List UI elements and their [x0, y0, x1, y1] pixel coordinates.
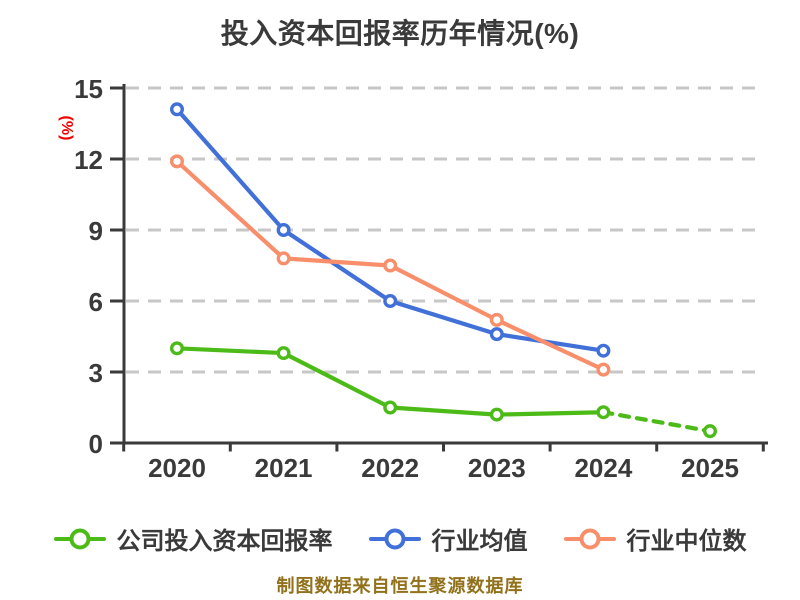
x-tick-label-2025: 2025	[681, 453, 739, 483]
x-tick-label-2024: 2024	[574, 453, 632, 483]
legend-line-marker	[563, 528, 616, 549]
legend-label-industry-average: 行业均值	[431, 528, 528, 555]
point-industry-median-2024	[596, 362, 611, 377]
legend-item-company-roic[interactable]: 公司投入资本回报率	[53, 521, 333, 556]
x-tick-label-2021: 2021	[255, 453, 313, 483]
point-company-roic-2023	[489, 407, 504, 422]
legend-line-marker	[53, 528, 106, 549]
legend-circle-marker	[579, 528, 600, 549]
y-tick-label-3: 3	[89, 358, 103, 388]
series-line-company-roic-estimate	[601, 410, 713, 434]
y-tick-label-0: 0	[89, 429, 103, 459]
footer-note: 制图数据来自恒生聚源数据库	[276, 576, 524, 596]
point-industry-average-2023	[489, 327, 504, 342]
point-industry-median-2023	[489, 312, 504, 327]
x-tick-label-2020: 2020	[148, 453, 206, 483]
legend-circle-marker	[384, 528, 405, 549]
point-industry-median-2021	[276, 251, 291, 266]
legend-circle-marker	[69, 528, 90, 549]
point-industry-median-2020	[169, 154, 184, 169]
y-tick-label-15: 15	[74, 74, 103, 104]
point-company-roic-2025	[703, 424, 718, 439]
point-company-roic-2024	[596, 405, 611, 420]
legend-item-industry-average[interactable]: 行业均值	[368, 521, 528, 556]
point-industry-average-2024	[596, 343, 611, 358]
point-company-roic-2022	[383, 400, 398, 415]
point-industry-average-2021	[276, 223, 291, 238]
point-company-roic-2020	[169, 341, 184, 356]
point-company-roic-2021	[276, 346, 291, 361]
y-tick-label-12: 12	[74, 145, 103, 175]
legend: 公司投入资本回报率 行业均值 行业中位数	[0, 521, 800, 556]
legend-label-company-roic: 公司投入资本回报率	[116, 528, 333, 555]
x-tick-label-2022: 2022	[361, 453, 419, 483]
point-industry-average-2020	[169, 102, 184, 117]
chart-title: 投入资本回报率历年情况(%)	[220, 18, 580, 49]
legend-item-industry-median[interactable]: 行业中位数	[563, 521, 747, 556]
y-tick-label-6: 6	[89, 287, 103, 317]
point-industry-average-2022	[383, 294, 398, 309]
legend-label-industry-median: 行业中位数	[626, 528, 747, 555]
legend-line-marker	[368, 528, 421, 549]
y-tick-label-9: 9	[89, 216, 103, 246]
x-tick-label-2023: 2023	[468, 453, 526, 483]
point-industry-median-2022	[383, 258, 398, 273]
